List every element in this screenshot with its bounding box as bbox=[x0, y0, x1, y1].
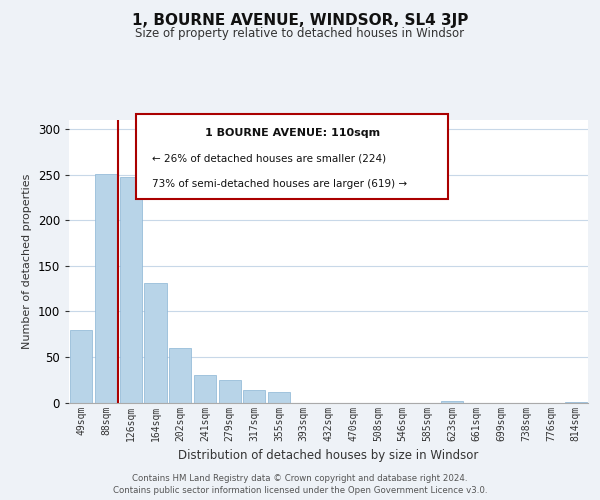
Bar bbox=[441, 400, 463, 402]
Text: 1 BOURNE AVENUE: 110sqm: 1 BOURNE AVENUE: 110sqm bbox=[205, 128, 380, 138]
Text: 73% of semi-detached houses are larger (619) →: 73% of semi-detached houses are larger (… bbox=[152, 180, 407, 190]
Bar bbox=[243, 390, 265, 402]
Bar bbox=[218, 380, 241, 402]
Bar bbox=[194, 375, 216, 402]
Bar bbox=[145, 283, 167, 403]
Bar bbox=[70, 330, 92, 402]
Bar bbox=[119, 176, 142, 402]
FancyBboxPatch shape bbox=[136, 114, 448, 199]
Text: ← 26% of detached houses are smaller (224): ← 26% of detached houses are smaller (22… bbox=[152, 154, 386, 164]
Text: 1, BOURNE AVENUE, WINDSOR, SL4 3JP: 1, BOURNE AVENUE, WINDSOR, SL4 3JP bbox=[132, 12, 468, 28]
Bar bbox=[268, 392, 290, 402]
Text: Contains HM Land Registry data © Crown copyright and database right 2024.: Contains HM Land Registry data © Crown c… bbox=[132, 474, 468, 483]
Text: Contains public sector information licensed under the Open Government Licence v3: Contains public sector information licen… bbox=[113, 486, 487, 495]
Bar bbox=[95, 174, 117, 402]
X-axis label: Distribution of detached houses by size in Windsor: Distribution of detached houses by size … bbox=[178, 449, 479, 462]
Bar bbox=[169, 348, 191, 403]
Y-axis label: Number of detached properties: Number of detached properties bbox=[22, 174, 32, 349]
Text: Size of property relative to detached houses in Windsor: Size of property relative to detached ho… bbox=[136, 28, 464, 40]
